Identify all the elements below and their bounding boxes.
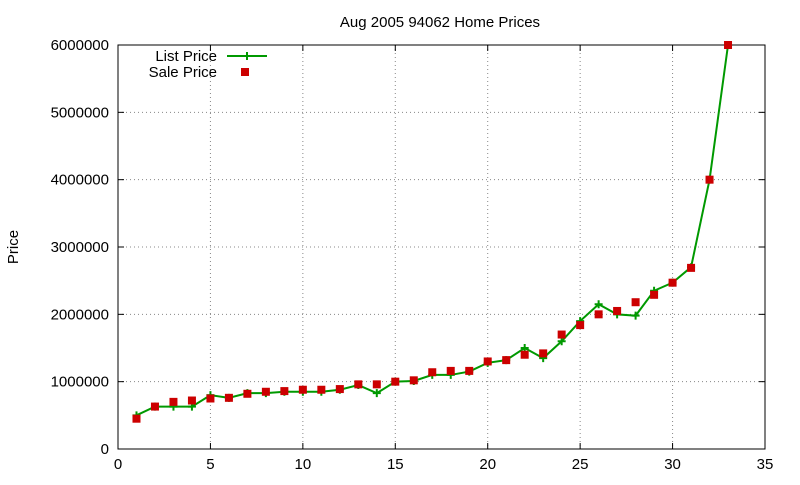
x-tick-label: 30 xyxy=(664,456,681,473)
x-tick-label: 10 xyxy=(295,456,312,473)
sale-price-point xyxy=(206,394,215,403)
sale-price-point xyxy=(539,349,548,358)
axes: 0 5 10 15 20 25 30 35 0 1000000 2000000 3000000 4000… xyxy=(51,37,774,473)
y-tick-label: 0 xyxy=(101,441,109,458)
y-axis-label: Price xyxy=(5,230,22,264)
y-tick-label: 1000000 xyxy=(51,374,109,391)
x-tick-label: 15 xyxy=(387,456,404,473)
sale-price-point xyxy=(613,306,622,315)
sale-price-point xyxy=(224,393,233,402)
legend-swatch-marker xyxy=(243,52,251,60)
sale-price-point xyxy=(687,263,696,272)
legend-label: Sale Price xyxy=(149,64,217,81)
y-tick-label: 3000000 xyxy=(51,239,109,256)
list-price-point xyxy=(520,344,529,352)
y-tick-label: 2000000 xyxy=(51,306,109,323)
y-tick-label: 4000000 xyxy=(51,172,109,189)
list-price-point xyxy=(557,337,566,346)
sale-price-point xyxy=(187,396,196,405)
y-tick-label: 6000000 xyxy=(51,37,109,54)
sale-price-point xyxy=(317,385,326,394)
x-tick-label: 5 xyxy=(206,456,214,473)
sale-price-point xyxy=(631,298,640,307)
sale-price-point xyxy=(150,402,159,411)
sale-price-point xyxy=(169,397,178,406)
y-tick-label: 5000000 xyxy=(51,104,109,121)
sale-price-point xyxy=(298,385,307,394)
sale-price-point xyxy=(724,41,733,49)
legend-swatch-marker xyxy=(241,68,249,76)
series-group xyxy=(132,41,733,423)
list-price-point xyxy=(594,300,603,309)
sale-price-point xyxy=(409,376,418,385)
grid xyxy=(118,45,765,449)
x-tick-label: 25 xyxy=(572,456,589,473)
x-tick-label: 20 xyxy=(479,456,496,473)
sale-price-point xyxy=(280,387,289,396)
sale-price-point xyxy=(483,357,492,366)
sale-price-point xyxy=(557,330,566,339)
list-price-point xyxy=(372,389,381,398)
legend-label: List Price xyxy=(155,48,217,65)
list-price-line xyxy=(136,44,730,417)
sale-price-point xyxy=(650,290,659,299)
x-tick-label: 35 xyxy=(757,456,774,473)
sale-price-point xyxy=(502,356,511,365)
sale-price-point xyxy=(705,175,714,184)
sale-price-point xyxy=(465,366,474,375)
list-price-point xyxy=(631,311,640,320)
chart-title: Aug 2005 94062 Home Prices xyxy=(340,14,540,31)
sale-price-point xyxy=(354,380,363,389)
sale-price-point xyxy=(132,414,141,423)
sale-price-point xyxy=(391,377,400,386)
sale-price-point xyxy=(520,350,529,359)
x-tick-label: 0 xyxy=(114,456,122,473)
plot-area xyxy=(117,44,766,450)
sale-price-point xyxy=(335,385,344,394)
sale-price-point xyxy=(261,387,270,396)
sale-price-point xyxy=(446,366,455,375)
sale-price-point xyxy=(243,389,252,398)
sale-price-point xyxy=(576,321,585,330)
sale-price-point xyxy=(428,368,437,377)
sale-price-point xyxy=(594,310,603,319)
sale-price-point xyxy=(372,380,381,389)
sale-price-point xyxy=(668,278,677,287)
